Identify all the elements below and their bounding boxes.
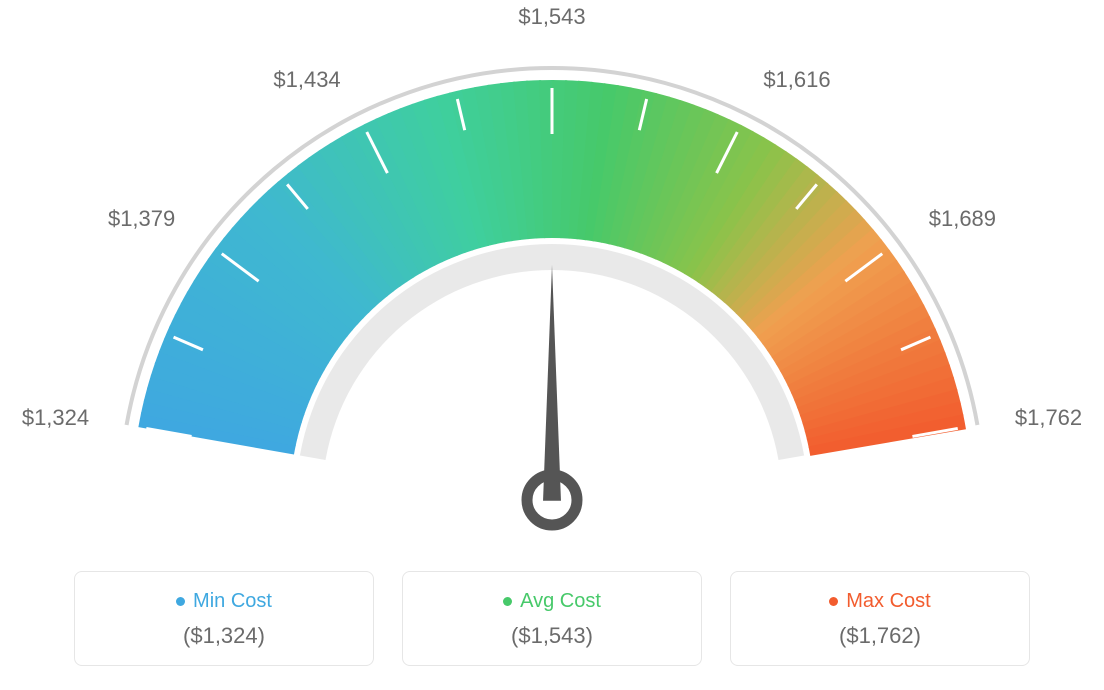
legend-row: Min Cost ($1,324) Avg Cost ($1,543) Max Cost… [74,571,1030,666]
legend-card-title: Max Cost [829,590,930,613]
gauge-tick-label: $1,379 [108,206,175,232]
legend-card: Min Cost ($1,324) [74,571,374,666]
legend-value: ($1,762) [731,623,1029,649]
gauge-svg [62,30,1042,550]
legend-dot-icon [829,597,838,606]
legend-card-title: Avg Cost [503,590,601,613]
legend-card-title: Min Cost [176,590,272,613]
gauge-tick-label: $1,543 [518,4,585,30]
legend-title-text: Min Cost [193,590,272,613]
legend-value: ($1,543) [403,623,701,649]
legend-title-text: Avg Cost [520,590,601,613]
gauge-tick-label: $1,434 [273,67,340,93]
legend-title-text: Max Cost [846,590,930,613]
legend-card: Avg Cost ($1,543) [402,571,702,666]
legend-dot-icon [176,597,185,606]
gauge-tick-label: $1,324 [22,405,89,431]
legend-card: Max Cost ($1,762) [730,571,1030,666]
gauge-tick-label: $1,762 [1015,405,1082,431]
gauge-tick-label: $1,616 [763,67,830,93]
gauge-tick-label: $1,689 [929,206,996,232]
legend-dot-icon [503,597,512,606]
gauge-chart: $1,324 $1,379 $1,434 $1,543 $1,616 $1,689 $1,7… [0,0,1104,560]
legend-value: ($1,324) [75,623,373,649]
